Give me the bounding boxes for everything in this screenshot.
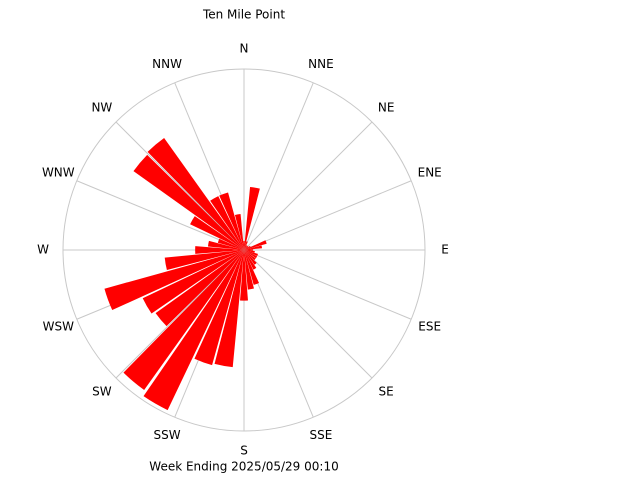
spoke (243, 249, 412, 320)
wedge (244, 250, 257, 265)
wedge (133, 154, 244, 250)
spoke (243, 82, 314, 251)
wedge (244, 241, 248, 250)
wedge (194, 250, 244, 366)
compass-label: WSW (43, 319, 74, 333)
wedge (104, 250, 244, 311)
wedge (244, 245, 248, 250)
compass-label: SSE (310, 428, 333, 442)
chart-subtitle: Week Ending 2025/05/29 00:10 (149, 460, 338, 474)
compass-label: E (441, 243, 449, 257)
wedge (164, 250, 244, 270)
wedge (143, 250, 244, 411)
wedge (234, 213, 244, 250)
wedge (244, 245, 251, 250)
compass-label: NE (378, 100, 395, 114)
wedge (244, 186, 260, 250)
wedge (142, 250, 244, 314)
wedge (243, 240, 245, 250)
compass-label: ENE (418, 166, 442, 180)
wedge (244, 250, 254, 290)
wedge (244, 250, 260, 285)
wedge (219, 192, 244, 250)
compass-label: ESE (418, 319, 441, 333)
spoke (76, 180, 245, 251)
wedge (214, 250, 244, 368)
wedge (244, 250, 258, 259)
compass-label: N (240, 42, 249, 56)
wedge (190, 216, 244, 250)
wedge (244, 246, 249, 250)
compass-label: SE (379, 385, 394, 399)
wedge (207, 240, 244, 250)
compass-label: SW (92, 385, 112, 399)
wedge (244, 250, 255, 253)
spoke (115, 121, 245, 251)
wedge (240, 250, 248, 301)
wedge (244, 245, 263, 250)
wedge (195, 246, 244, 254)
spoke (243, 180, 412, 251)
compass-label: NW (91, 100, 112, 114)
wedge (155, 250, 244, 327)
chart-title: Ten Mile Point (202, 8, 285, 22)
compass-label: NNE (308, 57, 334, 71)
wedge (244, 250, 256, 261)
compass-label: WNW (42, 166, 75, 180)
wedge (210, 196, 244, 250)
wedge (244, 250, 258, 257)
wedge (147, 138, 244, 250)
wedge (123, 250, 244, 390)
spoke (243, 121, 373, 251)
compass-label: NNW (152, 57, 182, 71)
compass-label: S (240, 444, 248, 458)
wedge (217, 238, 244, 250)
compass-label: W (37, 243, 49, 257)
spoke (115, 249, 245, 379)
wedge (244, 240, 267, 250)
wedge (244, 245, 248, 250)
compass-label: SSW (154, 428, 181, 442)
wedge (244, 249, 254, 251)
wedge (244, 250, 257, 270)
spoke (243, 249, 373, 379)
